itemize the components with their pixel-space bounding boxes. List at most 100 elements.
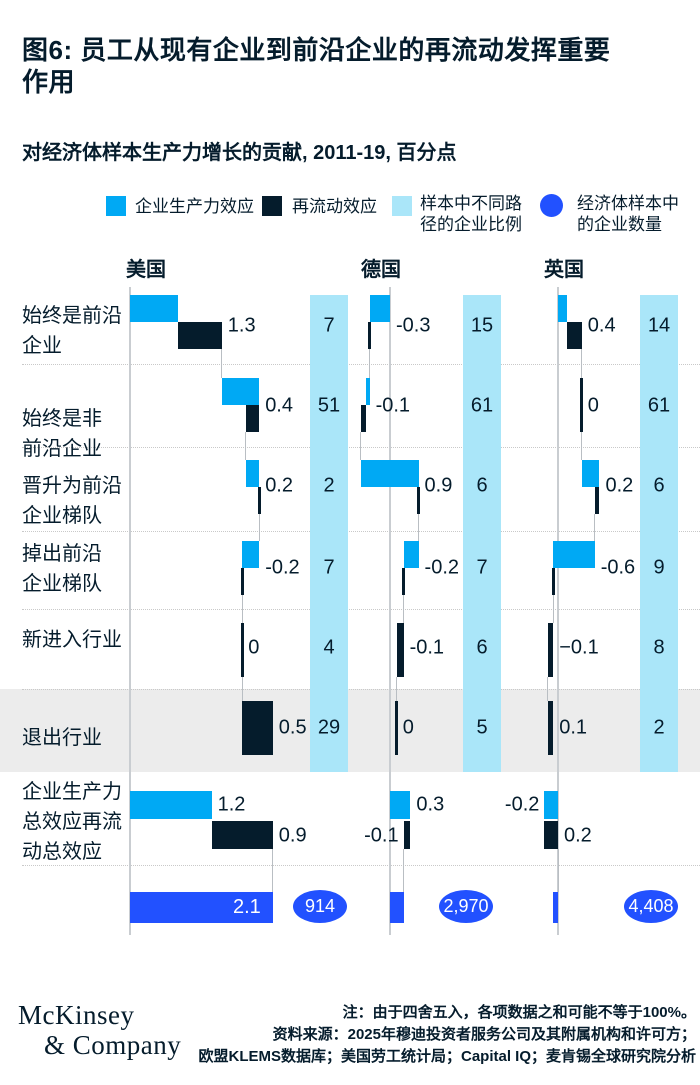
row-label-2: 始终是非 前沿企业: [22, 404, 102, 464]
us-total-bar: 2.1: [130, 892, 273, 923]
legend-label-share-of-firms: 样本中不同路 径的企业比例: [420, 193, 522, 235]
uk-row1-value-label: 0.4: [587, 314, 616, 337]
uk-firm-total-bar: [544, 791, 558, 819]
row-label-1: 始终是前沿 企业: [22, 301, 122, 361]
de-row4-realloc-zero: [402, 568, 406, 595]
us-row1-firm-bar: [130, 295, 178, 322]
legend-label-count-line2: 的企业数量: [577, 215, 662, 234]
de-connector-3: [418, 514, 420, 541]
row-label-line: 企业: [22, 335, 62, 357]
us-connector-2: [245, 432, 247, 460]
uk-row6-realloc-bar: [547, 701, 554, 755]
row-label-line: 始终是前沿: [22, 305, 122, 327]
row-label-line: 企业梯队: [22, 505, 102, 527]
mckinsey-logo-line1: McKinsey: [18, 1000, 135, 1030]
de-axis-line: [389, 287, 391, 935]
legend-label-share-line2: 径的企业比例: [420, 215, 522, 234]
uk-connector-3: [594, 514, 596, 541]
de-row2-share-value: 61: [470, 394, 494, 417]
row-separator: [22, 364, 700, 365]
footnote-block: 注：由于四舍五入，各项数据之和可能不等于100%。 资料来源：2025年穆迪投资…: [198, 1002, 696, 1068]
de-row6-zero: [395, 701, 399, 755]
uk-total-bar: [553, 892, 559, 923]
us-row2-value-label: 0.4: [265, 394, 293, 417]
de-connector-5: [396, 677, 398, 701]
legend-label-count-line1: 经济体样本中: [577, 194, 679, 213]
us-realloc-total-bar: [211, 821, 273, 849]
us-realloc-total-label: 0.9: [278, 824, 307, 847]
de-realloc-total-bar: [403, 821, 411, 849]
de-row3-realloc-zero: [417, 487, 421, 514]
de-row1-firm-bar: [369, 295, 390, 322]
uk-row1-firm-bar: [558, 295, 567, 322]
uk-row1-share-value: 14: [647, 314, 671, 337]
de-row3-share-value: 6: [476, 474, 488, 497]
de-row2-value-label: -0.1: [375, 394, 411, 417]
de-row5-value-label: -0.1: [409, 636, 445, 659]
us-row6-value-label: 0.5: [278, 716, 307, 739]
uk-connector-5: [547, 677, 549, 701]
us-row4-value-label: -0.2: [265, 556, 300, 579]
uk-row6-value-label: 0.1: [559, 716, 588, 739]
page-title: 图6: 员工从现有企业到前沿企业的再流动发挥重要 作用: [22, 34, 694, 98]
row-label-4: 掉出前沿 企业梯队: [22, 539, 102, 599]
uk-row4-realloc-zero: [551, 568, 555, 595]
uk-row5-realloc-bar: [547, 623, 554, 677]
row-separator: [22, 531, 700, 532]
mckinsey-logo-line2: & Company: [44, 1030, 182, 1060]
us-axis-line: [129, 287, 131, 935]
de-row6-value-label: 0: [402, 716, 414, 739]
row-label-5: 新进入行业: [22, 625, 122, 655]
legend-circle-firm-count-icon: [540, 194, 563, 217]
us-row4-realloc-zero: [240, 568, 244, 595]
de-row2-firm-bar: [366, 378, 370, 405]
us-row6-share-value: 29: [317, 716, 341, 739]
page-title-line1: 图6: 员工从现有企业到前沿企业的再流动发挥重要: [22, 35, 611, 65]
de-row1-realloc-zero: [368, 322, 372, 349]
uk-row3-realloc-bar: [594, 487, 600, 514]
de-row4-firm-bar: [403, 541, 419, 568]
uk-connector-4: [552, 595, 554, 623]
row-label-3: 晋升为前沿 企业梯队: [22, 471, 122, 531]
de-row2-realloc-bar: [360, 405, 367, 432]
us-count-ellipse: 914: [293, 889, 347, 923]
de-row1-value-label: -0.3: [396, 314, 431, 337]
row-label-line: 掉出前沿: [22, 543, 102, 565]
us-row1-value-label: 1.3: [227, 314, 256, 337]
row-label-6: 退出行业: [22, 723, 102, 753]
de-row4-share-value: 7: [476, 556, 488, 579]
uk-row2-zero: [580, 378, 584, 432]
uk-row4-firm-bar: [553, 541, 595, 568]
legend-label-share-line1: 样本中不同路: [420, 194, 522, 213]
uk-row2-share-value: 61: [647, 394, 671, 417]
us-connector-3: [258, 514, 260, 541]
de-share-column: [463, 295, 501, 772]
us-row1-realloc-bar: [177, 322, 222, 349]
source-line2: 欧盟KLEMS数据库；美国劳工统计局；Capital IQ；麦肯锡全球研究院分析: [198, 1048, 696, 1065]
exit-row-band: [0, 689, 700, 772]
uk-row3-value-label: 0.2: [605, 474, 634, 497]
row-label-line: 前沿企业: [22, 438, 102, 460]
legend-label-firm-count: 经济体样本中 的企业数量: [577, 193, 679, 235]
uk-row5-share-value: 8: [653, 636, 665, 659]
uk-row5-value-label: −0.1: [559, 636, 599, 659]
uk-count-ellipse: 4,408: [624, 889, 678, 923]
de-country-header: 德国: [361, 259, 401, 281]
uk-share-column: [640, 295, 678, 772]
uk-row4-share-value: 9: [653, 556, 665, 579]
row-label-line: 企业梯队: [22, 573, 102, 595]
de-row5-realloc-bar: [396, 623, 404, 677]
uk-realloc-total-label: 0.2: [564, 824, 592, 847]
uk-connector-2: [581, 432, 583, 460]
uk-firm-total-label: -0.2: [504, 793, 540, 816]
de-realloc-total-label: -0.1: [364, 824, 399, 847]
us-row2-realloc-bar: [245, 405, 260, 432]
de-row3-value-label: 0.9: [424, 474, 453, 497]
de-count-ellipse: 2,970: [439, 889, 493, 923]
row-label-7: 企业生产力 总效应再流 动总效应: [22, 777, 122, 867]
us-row3-share-value: 2: [323, 474, 335, 497]
page-title-line2: 作用: [22, 67, 76, 97]
de-connector-1: [369, 349, 371, 378]
de-connector-2: [360, 432, 362, 460]
